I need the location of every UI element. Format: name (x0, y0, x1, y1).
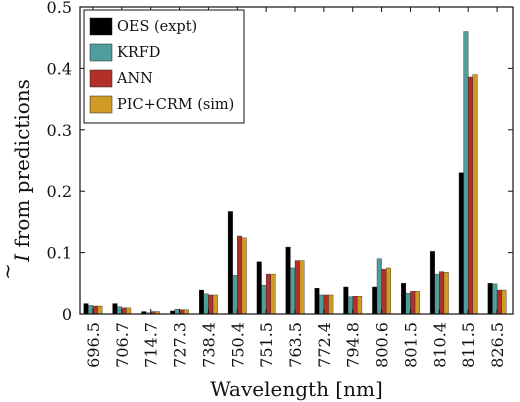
legend-label: KRFD (117, 45, 160, 61)
bar-ann-738-4 (208, 294, 214, 315)
bar-krfd-750-4 (232, 275, 238, 315)
bar-oes-expt-800-6 (372, 286, 378, 315)
bar-oes-expt-810-4 (429, 251, 435, 315)
bar-pic-crm-sim-763-5 (299, 260, 305, 315)
x-tick-label: 750.4 (228, 322, 247, 368)
bar-krfd-706-7 (117, 306, 122, 315)
y-tick-label: 0.1 (47, 244, 72, 263)
legend-label: PIC+CRM (sim) (117, 97, 234, 113)
bar-krfd-826-5 (492, 283, 498, 315)
bar-oes-expt-750-4 (227, 211, 233, 315)
bar-pic-crm-sim-772-4 (328, 294, 334, 315)
bar-ann-706-7 (121, 307, 127, 315)
legend-items: OES (expt) KRFD ANN PIC+CRM (sim) (89, 17, 234, 114)
legend-swatch (89, 95, 113, 114)
x-tick-label: 738.4 (199, 322, 218, 368)
bar-ann-801-5 (410, 291, 416, 315)
bar-pic-crm-sim-696-5 (97, 305, 103, 315)
bar-pic-crm-sim-794-8 (357, 296, 363, 315)
bar-pic-crm-sim-800-6 (386, 267, 391, 315)
bar-ann-696-5 (92, 305, 98, 315)
x-tick-label: 751.5 (257, 322, 276, 368)
bar-ann-751-5 (265, 273, 271, 315)
bar-ann-794-8 (352, 296, 358, 315)
bar-ann-772-4 (323, 294, 329, 315)
legend-label: OES (expt) (117, 19, 197, 35)
x-tick-label: 810.4 (430, 322, 449, 368)
x-tick-label: 811.5 (459, 322, 478, 368)
x-tick-label: 696.5 (84, 322, 103, 368)
bar-oes-expt-772-4 (314, 288, 320, 315)
bar-oes-expt-696-5 (83, 303, 89, 315)
bar-ann-800-6 (381, 269, 387, 315)
bar-oes-expt-794-8 (343, 286, 349, 315)
bar-oes-expt-826-5 (487, 283, 493, 315)
bar-krfd-727-3 (174, 308, 180, 315)
bar-krfd-794-8 (347, 296, 353, 315)
x-tick-label: 763.5 (286, 322, 305, 368)
bar-krfd-751-5 (261, 284, 267, 315)
y-axis-label-rest: from predictions (10, 79, 34, 254)
bar-krfd-800-6 (376, 258, 382, 315)
bar-oes-expt-801-5 (401, 283, 407, 315)
bar-oes-expt-763-5 (285, 246, 291, 315)
x-tick-label: 727.3 (171, 322, 190, 368)
bar-pic-crm-sim-801-5 (414, 291, 420, 315)
legend-label: ANN (116, 71, 153, 87)
bar-pic-crm-sim-826-5 (501, 289, 507, 315)
bar-pic-crm-sim-751-5 (270, 273, 276, 315)
legend-swatch (89, 43, 113, 62)
bar-krfd-801-5 (405, 292, 411, 315)
bar-oes-expt-751-5 (256, 261, 262, 315)
y-tick-label: 0.5 (47, 0, 72, 17)
y-axis-label-text: I from predictions (10, 79, 34, 263)
bar-krfd-810-4 (434, 273, 440, 315)
bar-krfd-772-4 (319, 294, 325, 315)
bar-ann-750-4 (237, 235, 243, 315)
bar-krfd-763-5 (290, 267, 296, 315)
bar-ann-826-5 (496, 289, 502, 315)
x-tick-label: 714.7 (142, 322, 161, 368)
bar-oes-expt-738-4 (199, 289, 204, 315)
bar-krfd-738-4 (203, 293, 209, 315)
y-axis-label-symbol: I (10, 253, 34, 263)
bar-ann-811-5 (468, 76, 473, 315)
plot-frame (79, 6, 514, 315)
bar-pic-crm-sim-727-3 (183, 309, 189, 315)
x-tick-label: 801.5 (402, 322, 421, 368)
x-tick-label: 772.4 (315, 322, 334, 368)
x-tick-label: 826.5 (488, 322, 507, 368)
legend: OES (expt) KRFD ANN PIC+CRM (sim) (83, 9, 245, 124)
legend-swatch (89, 17, 113, 36)
bar-oes-expt-706-7 (112, 303, 118, 315)
bar-krfd-811-5 (463, 31, 469, 315)
bar-krfd-696-5 (88, 305, 94, 315)
y-tick-label: 0.2 (47, 182, 72, 201)
x-tick-label: 794.8 (344, 322, 363, 368)
bar-pic-crm-sim-738-4 (212, 294, 218, 315)
y-tick-label: 0.4 (47, 59, 72, 78)
y-axis-label: ~ I from predictions (0, 79, 34, 280)
bar-ann-810-4 (439, 271, 445, 315)
y-tick-label: 0.3 (47, 121, 72, 140)
x-tick-label: 800.6 (373, 322, 392, 368)
bars-layer (83, 31, 507, 315)
bar-pic-crm-sim-810-4 (443, 272, 449, 315)
bar-oes-expt-811-5 (458, 172, 464, 315)
bar-ann-763-5 (294, 260, 300, 315)
x-axis-label: Wavelength [nm] (210, 377, 383, 401)
y-tick-label: 0 (62, 305, 72, 324)
x-tick-label: 706.7 (113, 322, 132, 368)
y-axis-label-tilde: ~ (0, 263, 19, 280)
legend-swatch (89, 69, 113, 88)
bar-pic-crm-sim-750-4 (241, 237, 247, 315)
bar-pic-crm-sim-706-7 (126, 307, 132, 315)
bar-ann-727-3 (179, 309, 185, 315)
bar-pic-crm-sim-811-5 (472, 74, 478, 315)
labels-layer: 0 0.1 0.2 0.3 0.4 0.5 696.5 706.7 714.7 727.3 738.… (47, 0, 508, 368)
